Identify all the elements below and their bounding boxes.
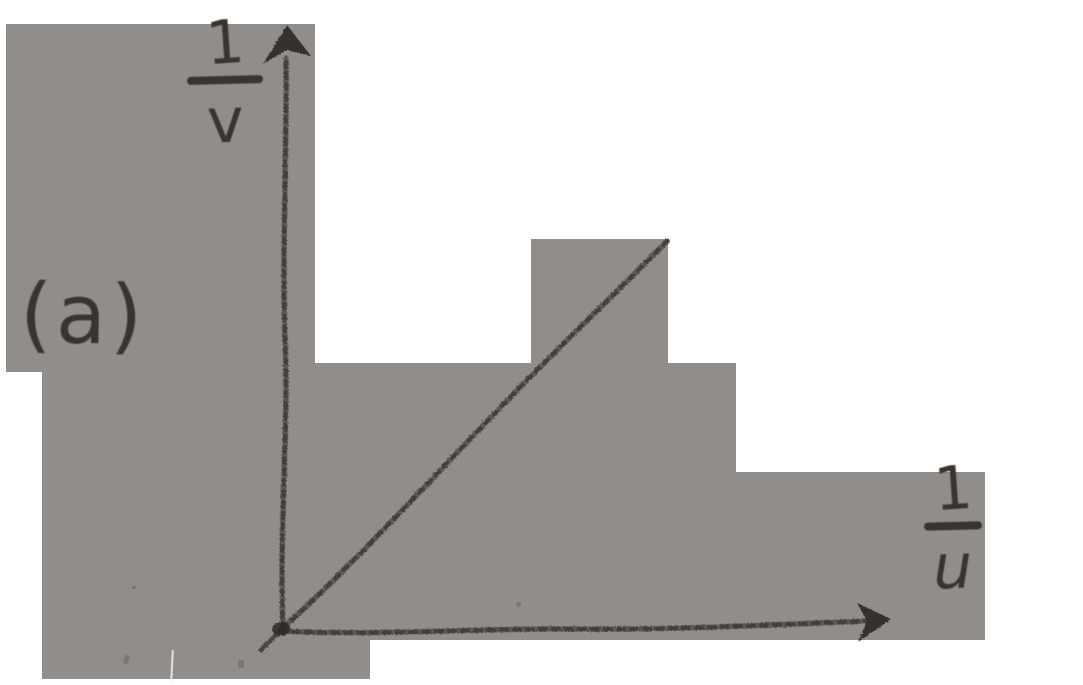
panel-label: (a) (19, 266, 148, 365)
y-axis-label: 1 v (183, 6, 267, 158)
scan-paper-patch-right (736, 472, 985, 640)
plotted-line (280, 238, 670, 631)
x-axis-line-texture (278, 619, 868, 635)
scan-paper-patch-bottom (42, 363, 736, 640)
x-axis-label: 1 u (918, 452, 988, 604)
pen-speck (132, 586, 136, 589)
y-axis-label-denominator: v (205, 83, 245, 158)
x-axis-label-numerator: 1 (931, 452, 975, 526)
y-axis-line-texture (280, 56, 289, 630)
pen-speck (516, 602, 521, 607)
pen-speck (238, 660, 244, 668)
origin-ink-blob (272, 622, 290, 636)
x-axis-arrowhead-icon (857, 603, 891, 642)
y-axis-arrowhead-icon (263, 25, 311, 64)
y-axis-label-numerator: 1 (203, 6, 247, 80)
x-axis-label-denominator: u (932, 529, 974, 604)
scan-paper-patch-top-left (6, 24, 315, 372)
scan-paper-patch-bottom-tab (42, 640, 370, 679)
